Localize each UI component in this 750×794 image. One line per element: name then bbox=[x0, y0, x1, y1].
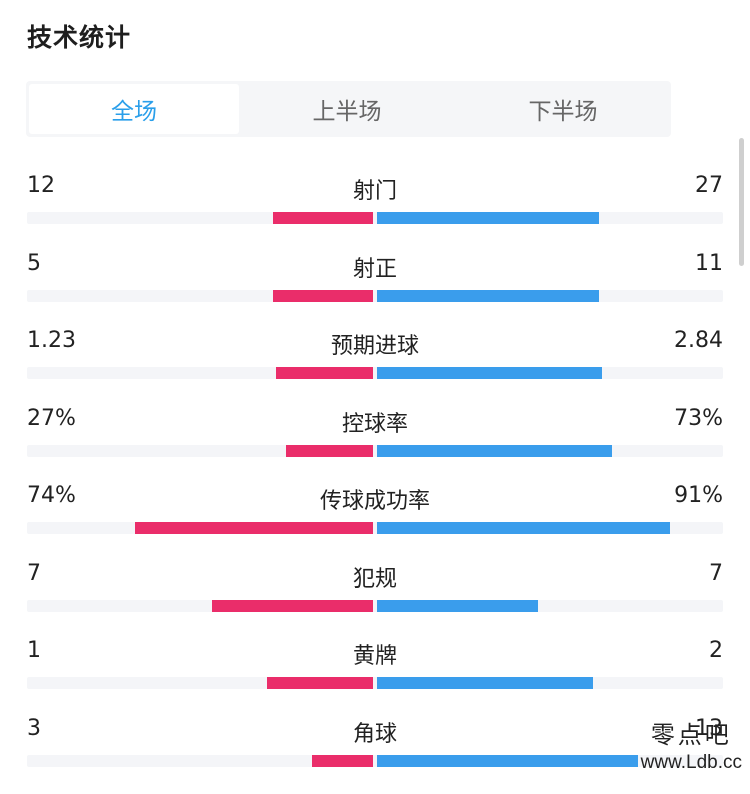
stat-row-possession: 27% 控球率 73% bbox=[0, 406, 750, 484]
stat-row-yellow-cards: 1 黄牌 2 bbox=[0, 638, 750, 716]
stat-label: 传球成功率 bbox=[319, 489, 430, 514]
stat-label: 黄牌 bbox=[352, 644, 397, 669]
away-value: 11 bbox=[695, 250, 723, 276]
home-bar bbox=[276, 367, 373, 379]
tab-first-half[interactable]: 上半场 bbox=[312, 99, 382, 125]
stat-bar-track bbox=[27, 599, 723, 612]
stat-label: 预期进球 bbox=[330, 334, 419, 359]
stat-bar-track bbox=[27, 754, 723, 767]
home-value: 5 bbox=[27, 250, 41, 276]
away-value: 27 bbox=[695, 173, 723, 198]
stat-label: 射门 bbox=[352, 179, 397, 204]
stat-bar-track bbox=[27, 212, 723, 224]
stat-bar-track bbox=[27, 289, 723, 302]
away-bar bbox=[377, 444, 612, 457]
away-bar bbox=[377, 677, 593, 689]
home-value: 74% bbox=[27, 483, 76, 508]
tab-full-match[interactable]: 全场 bbox=[29, 84, 239, 134]
away-bar bbox=[377, 599, 538, 612]
stat-row-fouls: 7 犯规 7 bbox=[0, 561, 750, 639]
stat-bar-track bbox=[27, 522, 723, 534]
stat-label: 控球率 bbox=[341, 411, 408, 437]
home-bar bbox=[135, 522, 373, 534]
home-bar bbox=[212, 599, 373, 612]
home-value: 1.23 bbox=[27, 328, 76, 353]
stat-label: 射正 bbox=[352, 256, 397, 282]
period-tabs: 全场 上半场 下半场 bbox=[26, 81, 671, 137]
home-bar bbox=[273, 289, 373, 302]
watermark: 零点吧 www.Ldb.cc bbox=[641, 715, 742, 774]
stat-row-expected-goals: 1.23 预期进球 2.84 bbox=[0, 328, 750, 406]
away-value: 91% bbox=[674, 483, 723, 508]
home-value: 3 bbox=[27, 715, 41, 741]
away-bar bbox=[377, 367, 602, 379]
home-value: 12 bbox=[27, 173, 55, 198]
away-value: 2 bbox=[709, 638, 723, 663]
away-value: 7 bbox=[709, 560, 723, 586]
stat-row-shots: 12 射门 27 bbox=[0, 173, 750, 251]
stat-bar-track bbox=[27, 677, 723, 689]
stat-row-pass-accuracy: 74% 传球成功率 91% bbox=[0, 483, 750, 561]
away-value: 2.84 bbox=[674, 328, 723, 353]
stat-label: 犯规 bbox=[352, 566, 397, 592]
away-bar bbox=[377, 212, 599, 224]
away-value: 73% bbox=[674, 405, 723, 431]
tab-second-half[interactable]: 下半场 bbox=[528, 99, 598, 125]
home-bar bbox=[267, 677, 373, 689]
home-value: 27% bbox=[27, 405, 76, 431]
home-bar bbox=[312, 754, 373, 767]
home-bar bbox=[273, 212, 373, 224]
watermark-text: 零点吧 bbox=[650, 721, 732, 749]
page-title: 技术统计 bbox=[27, 23, 132, 52]
away-bar bbox=[377, 754, 638, 767]
scrollbar[interactable] bbox=[739, 138, 744, 266]
watermark-url: www.Ldb.cc bbox=[640, 752, 742, 773]
stat-bar-track bbox=[27, 444, 723, 457]
stat-row-corners: 3 角球 13 bbox=[0, 716, 750, 794]
stat-label: 角球 bbox=[352, 721, 397, 747]
home-value: 1 bbox=[27, 638, 41, 663]
away-value: 13 bbox=[695, 715, 723, 741]
home-value: 7 bbox=[27, 560, 41, 586]
stat-bar-track bbox=[27, 367, 723, 379]
away-bar bbox=[377, 289, 599, 302]
home-bar bbox=[286, 444, 373, 457]
stat-row-shots-on-target: 5 射正 11 bbox=[0, 251, 750, 329]
away-bar bbox=[377, 522, 670, 534]
